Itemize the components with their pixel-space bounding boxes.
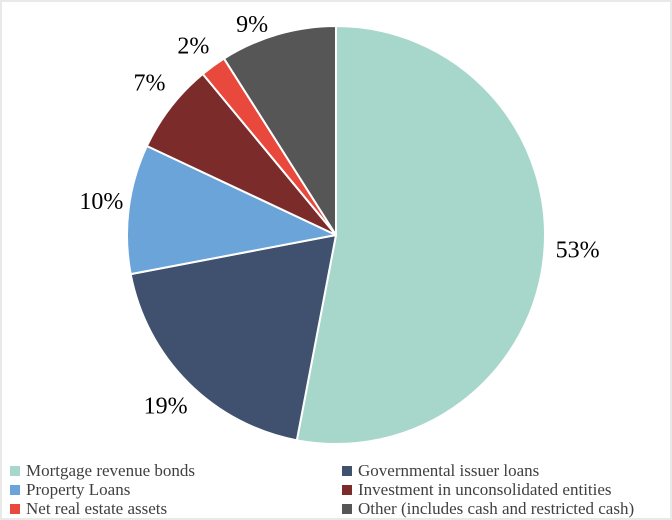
pie-percent-label-net-real-estate-assets: 2% [177,34,209,60]
pie-chart: 53% 19% 10% 7% 2% 9% [79,12,600,445]
legend-label: Investment in unconsolidated entities [358,480,612,499]
legend-label: Governmental issuer loans [358,461,540,480]
legend-label: Net real estate assets [26,499,168,518]
legend-label: Other (includes cash and restricted cash… [358,499,635,518]
pie-percent-label-other-includes-cash-and-restricted-cash: 9% [236,12,268,38]
pie-slice-property-loans [126,145,337,276]
legend-swatch-icon [342,465,352,476]
legend-item-investment-in-unconsolidated-entities: Investment in unconsolidated entities [342,480,666,499]
chart-legend: Mortgage revenue bonds Governmental issue… [10,461,666,518]
pie-slice-mortgage-revenue-bonds [295,25,546,445]
legend-label: Property Loans [26,480,131,499]
legend-swatch-icon [342,503,352,514]
pie-slice-other-includes-cash-and-restricted-cash [223,25,337,236]
pie-percent-label-property-loans: 10% [79,189,123,215]
legend-label: Mortgage revenue bonds [26,461,196,480]
legend-swatch-icon [10,484,20,495]
pie-percent-label-investment-in-unconsolidated-entities: 7% [134,70,166,96]
pie-slice-governmental-issuer-loans [129,234,337,442]
pie-percent-label-governmental-issuer-loans: 19% [144,393,188,419]
legend-item-mortgage-revenue-bonds: Mortgage revenue bonds [10,461,342,480]
legend-item-property-loans: Property Loans [10,480,342,499]
legend-swatch-icon [10,465,20,476]
pie-percent-label-mortgage-revenue-bonds: 53% [556,237,600,263]
legend-item-governmental-issuer-loans: Governmental issuer loans [342,461,666,480]
legend-item-other-includes-cash-and-restricted-cash: Other (includes cash and restricted cash… [342,499,666,518]
legend-swatch-icon [342,484,352,495]
legend-item-net-real-estate-assets: Net real estate assets [10,499,342,518]
legend-swatch-icon [10,503,20,514]
